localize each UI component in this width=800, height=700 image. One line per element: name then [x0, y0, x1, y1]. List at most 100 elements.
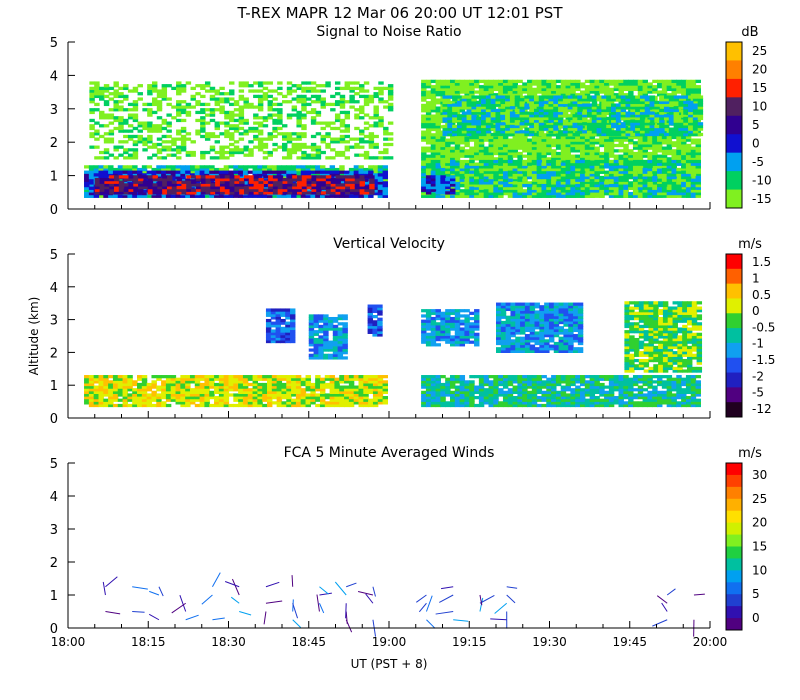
- heat-cell: [84, 170, 90, 174]
- heat-cell: [176, 100, 182, 104]
- heat-cell: [425, 93, 432, 97]
- heat-cell: [305, 165, 311, 169]
- heat-cell: [498, 149, 504, 153]
- heat-cell: [349, 183, 356, 187]
- heat-cell: [315, 150, 322, 155]
- heat-cell: [194, 181, 201, 185]
- heat-cell: [461, 122, 468, 126]
- heat-cell: [657, 138, 663, 142]
- heat-cell: [223, 165, 230, 169]
- heat-cell: [108, 92, 115, 96]
- heat-cell: [310, 134, 317, 139]
- heat-cell: [224, 191, 231, 195]
- heat-cell: [195, 175, 202, 179]
- heat-cell: [527, 85, 533, 89]
- heat-cell: [425, 122, 432, 126]
- heat-cell: [421, 138, 427, 142]
- heat-cell: [142, 175, 149, 179]
- heat-cell: [445, 90, 451, 94]
- heat-cell: [522, 149, 528, 153]
- heat-cell: [666, 189, 673, 193]
- heat-cell: [325, 185, 332, 190]
- heat-cell: [608, 143, 615, 148]
- heat-cell: [219, 191, 226, 195]
- heat-cell: [349, 177, 356, 182]
- heat-cell: [522, 146, 528, 150]
- heat-cell: [257, 124, 264, 128]
- heat-cell: [575, 85, 581, 89]
- heat-cell: [310, 142, 317, 147]
- heat-cell: [637, 93, 644, 97]
- heat-cell: [637, 138, 644, 142]
- heat-cell: [425, 101, 432, 105]
- heat-cell: [695, 141, 701, 145]
- heat-cell: [170, 170, 177, 174]
- heat-cell: [498, 146, 504, 150]
- heat-cell: [113, 148, 119, 152]
- heat-cell: [171, 191, 178, 195]
- heat-cell: [509, 100, 516, 105]
- heat-cell: [447, 124, 453, 129]
- heat-cell: [233, 100, 240, 104]
- heat-cell: [449, 90, 456, 94]
- heat-cell: [281, 194, 287, 198]
- heat-cell: [296, 110, 302, 115]
- heat-cell: [209, 148, 216, 152]
- heat-cell: [224, 124, 230, 128]
- heat-cell: [161, 126, 168, 131]
- heat-cell: [430, 93, 437, 97]
- heat-cell: [320, 97, 326, 101]
- heat-cell: [657, 181, 663, 185]
- heat-cell: [541, 85, 547, 89]
- heat-cell: [449, 93, 456, 97]
- heat-cell: [117, 194, 124, 198]
- heat-cell: [502, 138, 509, 142]
- heat-cell: [435, 143, 441, 148]
- heat-cell: [310, 110, 317, 115]
- heat-cell: [637, 154, 644, 158]
- heat-cell: [471, 130, 477, 134]
- heat-cell: [137, 92, 143, 96]
- heat-cell: [425, 127, 432, 132]
- heat-cell: [238, 94, 245, 99]
- heat-cell: [176, 129, 182, 133]
- heat-cell: [248, 191, 255, 195]
- heat-cell: [378, 118, 384, 123]
- heat-cell: [233, 108, 240, 112]
- heat-cell: [548, 103, 554, 107]
- heat-cell: [138, 185, 144, 190]
- heat-cell: [344, 126, 351, 131]
- heat-cell: [257, 148, 264, 152]
- heat-cell: [156, 175, 162, 180]
- heat-cell: [519, 132, 525, 137]
- heat-cell: [483, 82, 490, 86]
- heat-cell: [490, 95, 497, 99]
- heat-cell: [281, 175, 287, 180]
- heat-cell: [257, 108, 264, 112]
- heat-cell: [200, 84, 206, 88]
- heat-cell: [383, 150, 389, 155]
- heat-cell: [271, 170, 278, 174]
- heat-cell: [238, 194, 244, 198]
- heat-cell: [214, 121, 221, 125]
- heat-cell: [363, 170, 369, 174]
- heat-cell: [368, 165, 374, 169]
- heat-cell: [533, 114, 540, 118]
- heat-cell: [325, 124, 331, 128]
- heat-cell: [498, 82, 504, 86]
- heat-cell: [514, 132, 521, 137]
- heat-cell: [98, 170, 104, 174]
- heat-cell: [594, 146, 600, 150]
- heat-cell: [166, 113, 172, 117]
- heat-cell: [474, 154, 480, 158]
- heat-cell: [533, 95, 540, 99]
- heat-cell: [195, 177, 202, 182]
- heat-cell: [387, 121, 394, 125]
- heat-cell: [493, 87, 499, 92]
- heat-cell: [681, 98, 687, 102]
- heat-cell: [132, 108, 139, 112]
- heat-cell: [320, 150, 326, 155]
- heat-cell: [287, 177, 293, 182]
- heat-cell: [548, 116, 554, 121]
- heat-cell: [676, 149, 682, 153]
